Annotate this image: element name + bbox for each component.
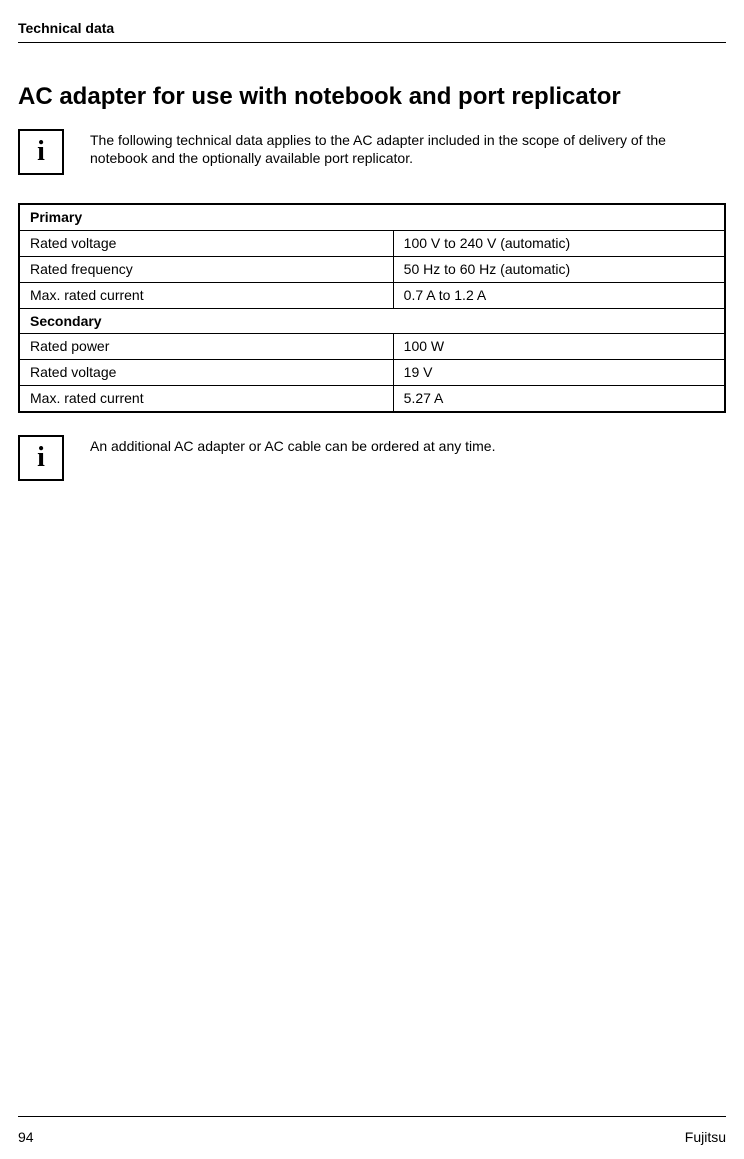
page-header: Technical data: [18, 20, 726, 36]
brand-name: Fujitsu: [685, 1129, 726, 1145]
spec-value: 19 V: [393, 360, 725, 386]
spec-label: Rated voltage: [19, 360, 393, 386]
spec-label: Max. rated current: [19, 386, 393, 412]
table-row: Rated voltage 100 V to 240 V (automatic): [19, 230, 725, 256]
section-header-primary: Primary: [19, 204, 725, 230]
section-title: AC adapter for use with notebook and por…: [18, 83, 726, 111]
spec-value: 100 V to 240 V (automatic): [393, 230, 725, 256]
spec-label: Rated frequency: [19, 256, 393, 282]
info-icon: i: [18, 129, 64, 175]
spec-label: Max. rated current: [19, 282, 393, 308]
info-icon: i: [18, 435, 64, 481]
spec-value: 100 W: [393, 334, 725, 360]
spec-label: Rated power: [19, 334, 393, 360]
section-header-secondary: Secondary: [19, 308, 725, 334]
info-icon-glyph: i: [37, 444, 45, 472]
table-row: Max. rated current 5.27 A: [19, 386, 725, 412]
spec-table: Primary Rated voltage 100 V to 240 V (au…: [18, 203, 726, 413]
table-row: Rated frequency 50 Hz to 60 Hz (automati…: [19, 256, 725, 282]
spec-label: Rated voltage: [19, 230, 393, 256]
info-block-1: i The following technical data applies t…: [18, 129, 726, 175]
table-row: Max. rated current 0.7 A to 1.2 A: [19, 282, 725, 308]
footer-rule: [18, 1116, 726, 1117]
table-row: Rated power 100 W: [19, 334, 725, 360]
info-text-2: An additional AC adapter or AC cable can…: [90, 435, 495, 455]
info-icon-glyph: i: [37, 138, 45, 166]
page-number: 94: [18, 1129, 34, 1145]
table-section-secondary: Secondary: [19, 308, 725, 334]
info-block-2: i An additional AC adapter or AC cable c…: [18, 435, 726, 481]
table-section-primary: Primary: [19, 204, 725, 230]
page-footer: 94 Fujitsu: [18, 1129, 726, 1145]
table-row: Rated voltage 19 V: [19, 360, 725, 386]
spec-value: 0.7 A to 1.2 A: [393, 282, 725, 308]
spec-value: 5.27 A: [393, 386, 725, 412]
header-rule: [18, 42, 726, 43]
spec-value: 50 Hz to 60 Hz (automatic): [393, 256, 725, 282]
info-text-1: The following technical data applies to …: [90, 129, 726, 167]
